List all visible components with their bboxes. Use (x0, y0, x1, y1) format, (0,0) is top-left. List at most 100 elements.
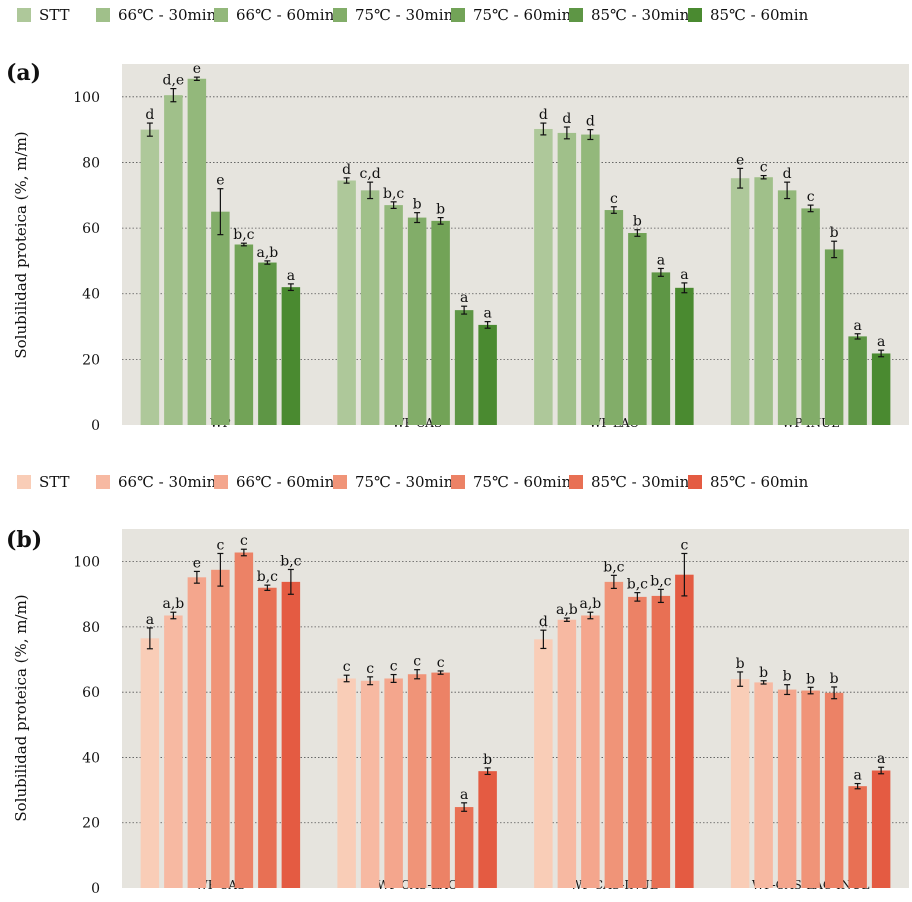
y-tick-label: 60 (82, 685, 100, 701)
bar (258, 587, 277, 888)
legend-label: 66℃ - 60min (236, 473, 335, 491)
y-tick-label: 40 (82, 750, 100, 766)
bar (628, 596, 647, 888)
bar (754, 682, 773, 888)
bar (675, 574, 694, 888)
bar (187, 577, 207, 888)
significance-label: c (343, 659, 351, 675)
significance-label: b (633, 214, 642, 230)
bar (454, 807, 474, 888)
bar (730, 178, 750, 425)
significance-label: b (806, 671, 815, 687)
bar (777, 190, 797, 425)
legend-label: 85℃ - 60min (710, 6, 809, 24)
significance-label: a,b (579, 596, 601, 612)
legend-swatch (333, 475, 347, 489)
significance-label: c (390, 659, 398, 675)
bar (848, 786, 867, 888)
bar (164, 95, 183, 425)
legend-swatch (451, 475, 465, 489)
significance-label: b (736, 656, 745, 672)
legend-label: 66℃ - 60min (236, 6, 335, 24)
significance-label: c (216, 537, 224, 553)
legend-label: 85℃ - 30min (591, 473, 690, 491)
significance-label: d (586, 114, 595, 130)
bar (140, 638, 160, 888)
bar (604, 210, 624, 425)
significance-label: c (366, 661, 374, 677)
significance-label: a,b (256, 245, 278, 261)
significance-label: b (830, 671, 839, 687)
significance-label: a (877, 334, 885, 350)
plot-background (122, 529, 909, 888)
bar (234, 244, 254, 425)
significance-label: d (539, 614, 548, 630)
legend: STT 66℃ - 30min 66℃ - 60min 75℃ - 30min 75℃ … (17, 6, 809, 24)
legend-swatch (688, 475, 702, 489)
bar (384, 678, 403, 888)
legend-label: 66℃ - 30min (118, 473, 217, 491)
y-tick-label: 20 (82, 816, 100, 832)
bar (187, 78, 207, 425)
bar (754, 177, 773, 425)
bar (534, 639, 553, 888)
bar (777, 689, 797, 888)
plot-background (122, 64, 909, 425)
significance-label: c (437, 655, 445, 671)
bar (871, 353, 891, 425)
legend-label: 75℃ - 30min (355, 473, 454, 491)
legend-label: 75℃ - 60min (473, 473, 572, 491)
legend-label: 85℃ - 60min (710, 473, 809, 491)
bar (581, 615, 600, 888)
panel-label: (a) (6, 60, 41, 86)
significance-label: b (436, 202, 445, 218)
y-axis-label: Solubilidad proteica (%, m/m) (12, 594, 30, 821)
bar (871, 770, 891, 888)
legend-swatch (96, 475, 110, 489)
significance-label: d (783, 166, 792, 182)
chart-panel-a: STT 66℃ - 30min 66℃ - 60min 75℃ - 30min 75℃ … (6, 6, 909, 434)
bar (407, 674, 427, 888)
bar (478, 771, 497, 888)
bar (581, 134, 600, 426)
bar (431, 220, 450, 425)
y-tick-label: 80 (82, 155, 100, 171)
significance-label: d (342, 162, 351, 178)
significance-label: a (287, 268, 295, 284)
legend-swatch (96, 8, 110, 22)
significance-label: a,b (556, 602, 578, 618)
legend-swatch (214, 475, 228, 489)
bar (337, 180, 356, 425)
bar (628, 233, 647, 425)
legend-label: 75℃ - 60min (473, 6, 572, 24)
bar (454, 310, 474, 425)
significance-label: b (783, 669, 792, 685)
significance-label: e (193, 555, 201, 571)
significance-label: d (539, 107, 548, 123)
significance-label: b,c (257, 569, 278, 585)
bar (478, 324, 497, 425)
bar (140, 129, 160, 426)
bar (651, 595, 671, 888)
significance-label: c (610, 191, 618, 207)
bar (801, 208, 820, 425)
bar (801, 690, 820, 888)
legend-swatch (17, 475, 31, 489)
legend-swatch (451, 8, 465, 22)
y-tick-label: 0 (91, 881, 100, 897)
bar (360, 190, 380, 425)
legend-label: STT (39, 473, 70, 491)
y-tick-label: 80 (82, 620, 100, 636)
bar (164, 615, 183, 888)
y-axis-label: Solubilidad proteica (%, m/m) (12, 131, 30, 358)
significance-label: a,b (162, 596, 184, 612)
bar (651, 272, 671, 425)
y-tick-label: 100 (73, 555, 100, 571)
legend-label: 85℃ - 30min (591, 6, 690, 24)
significance-label: a (853, 768, 861, 784)
bar (211, 569, 230, 888)
bar (407, 217, 427, 425)
significance-label: c (760, 160, 768, 176)
y-tick-label: 60 (82, 221, 100, 237)
bar (384, 205, 403, 425)
